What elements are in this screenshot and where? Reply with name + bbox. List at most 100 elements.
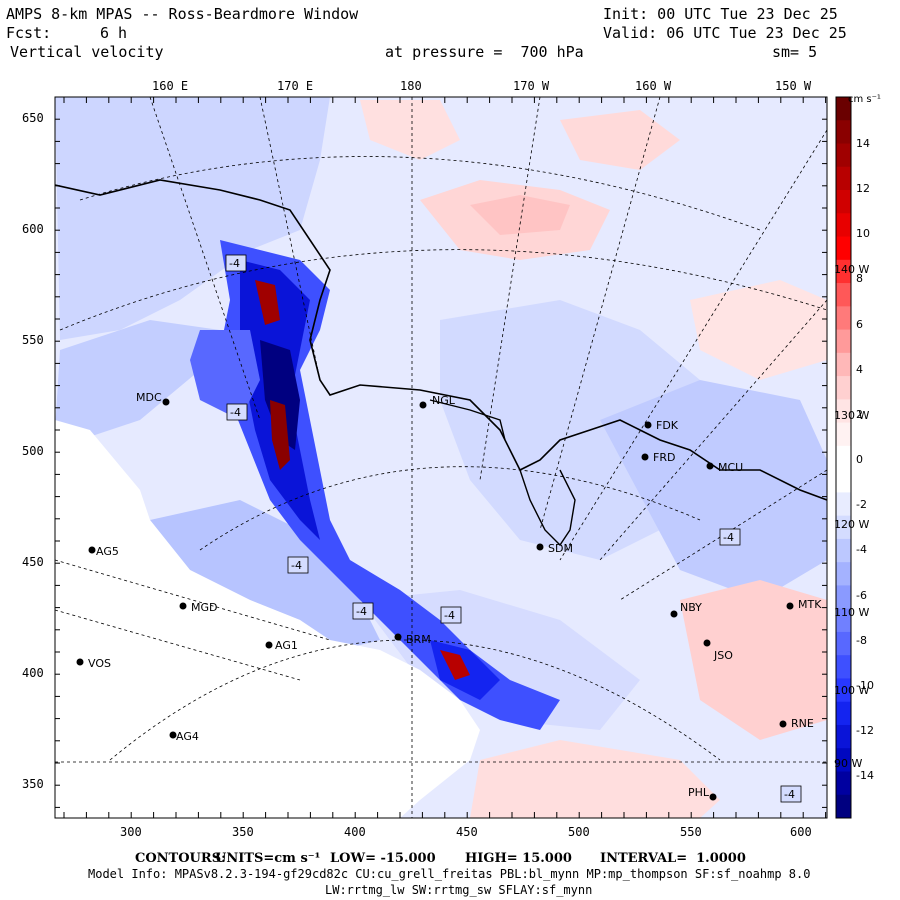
ice-shelf-front <box>519 469 576 547</box>
station-marker <box>644 421 652 429</box>
colorbar-units: cm s⁻¹ <box>848 94 881 105</box>
plot-frame <box>54 96 828 819</box>
colorbar <box>836 97 851 819</box>
colorbar-label: 10 <box>856 227 870 240</box>
colorbar-swatch <box>836 492 851 517</box>
contour-label: -4 <box>291 559 302 572</box>
mountain-updraft-band <box>190 330 260 420</box>
contour-label-box <box>226 403 248 421</box>
contour-label: -4 <box>784 788 795 801</box>
left-axis-label: 600 <box>22 222 44 236</box>
colorbar-swatch <box>836 259 851 284</box>
station-marker <box>703 639 711 647</box>
no-data-region <box>55 420 480 818</box>
field-region-pink <box>690 280 827 380</box>
left-axis-label: 450 <box>22 555 44 569</box>
colorbar-label: -2 <box>856 498 867 511</box>
contour-label: -4 <box>229 257 240 270</box>
colorbar-swatch <box>836 283 851 307</box>
station-marker <box>76 658 84 666</box>
left-axis-label: 500 <box>22 444 44 458</box>
downdraft-band <box>260 340 300 450</box>
colorbar-swatch <box>836 376 851 400</box>
colorbar-swatch <box>836 631 851 656</box>
axis-ticks <box>55 96 827 818</box>
top-axis-label: 170 E <box>277 79 314 93</box>
bottom-axis-label: 400 <box>344 825 366 839</box>
colorbar-swatch <box>836 701 851 726</box>
contour-label-box <box>287 556 309 574</box>
contour-label-box <box>352 602 374 620</box>
station-label: AG1 <box>275 639 298 652</box>
field-name: Vertical velocity <box>10 43 164 61</box>
meridian-label: 90 W <box>834 757 863 770</box>
colorbar-swatch <box>836 120 851 145</box>
contour-label: -4 <box>444 609 455 622</box>
field-region-pink <box>360 100 460 160</box>
contours-label: CONTOURS: <box>135 851 226 866</box>
station-label: VOS <box>88 657 111 670</box>
colorbar-swatch <box>836 236 851 261</box>
stations-layer <box>76 398 794 801</box>
valid-time: Valid: 06 UTC Tue 23 Dec 25 <box>603 24 847 42</box>
meridian-label: 130 W <box>834 409 870 422</box>
station-marker <box>394 633 402 641</box>
field-region-blue <box>55 97 330 340</box>
station-marker <box>641 453 649 461</box>
colorbar-swatch <box>836 445 851 470</box>
bottom-axis-label: 300 <box>120 825 142 839</box>
smoothing-value: sm= 5 <box>772 43 818 61</box>
meridian-label: 100 W <box>834 684 870 697</box>
bottom-axis-label: 350 <box>232 825 254 839</box>
bottom-axis-label: 600 <box>790 825 812 839</box>
downdraft-band <box>440 650 470 680</box>
coastline <box>55 179 827 501</box>
contours-low: LOW= -15.000 <box>330 851 436 866</box>
station-marker <box>169 731 177 739</box>
forecast-label: Fcst: <box>6 24 52 42</box>
meridian-label: 120 W <box>834 518 870 531</box>
colorbar-label: 8 <box>856 272 863 285</box>
graticule <box>55 97 827 818</box>
field-region-pink <box>470 195 570 235</box>
colorbar-swatch <box>836 608 851 633</box>
station-label: AG5 <box>96 545 119 558</box>
field-region-pink <box>560 110 680 170</box>
top-axis-label: 170 W <box>513 79 550 93</box>
colorbar-swatch <box>836 562 851 586</box>
colorbar-swatch <box>836 515 851 540</box>
left-axis-label: 350 <box>22 777 44 791</box>
colorbar-swatch <box>836 213 851 238</box>
left-axis-label: 550 <box>22 333 44 347</box>
field-region-blue <box>600 380 827 600</box>
map-title: AMPS 8-km MPAS -- Ross-Beardmore Window <box>6 5 359 23</box>
meridian-label: 140 W <box>834 263 870 276</box>
station-label: JSO <box>714 649 733 662</box>
station-label: NGL <box>432 394 455 407</box>
colorbar-label: 4 <box>856 363 863 376</box>
colorbar-swatch <box>836 306 851 331</box>
station-marker <box>670 610 678 618</box>
station-label: PHL <box>688 786 710 799</box>
physics-info: LW:rrtmg_lw SW:rrtmg_sw SFLAY:sf_mynn <box>325 883 593 897</box>
bottom-axis-label: 500 <box>568 825 590 839</box>
colorbar-swatch <box>836 748 851 772</box>
field-region-blue <box>150 500 380 650</box>
colorbar-label: 2 <box>856 408 863 421</box>
station-label: RNE <box>791 717 814 730</box>
colorbar-frame <box>835 96 852 819</box>
colorbar-label: -12 <box>856 724 874 737</box>
top-axis-label: 160 E <box>152 79 189 93</box>
top-axis-label: 180 <box>400 79 422 93</box>
contour-label-box <box>719 528 741 546</box>
colorbar-swatch <box>836 585 851 610</box>
colorbar-swatch <box>836 352 851 377</box>
station-label: SDM <box>548 542 573 555</box>
field-region-pink <box>680 580 827 740</box>
station-marker <box>536 543 544 551</box>
colorbar-swatch <box>836 724 851 749</box>
colorbar-swatch <box>836 678 851 703</box>
station-marker <box>88 546 96 554</box>
contour-label: -4 <box>723 531 734 544</box>
